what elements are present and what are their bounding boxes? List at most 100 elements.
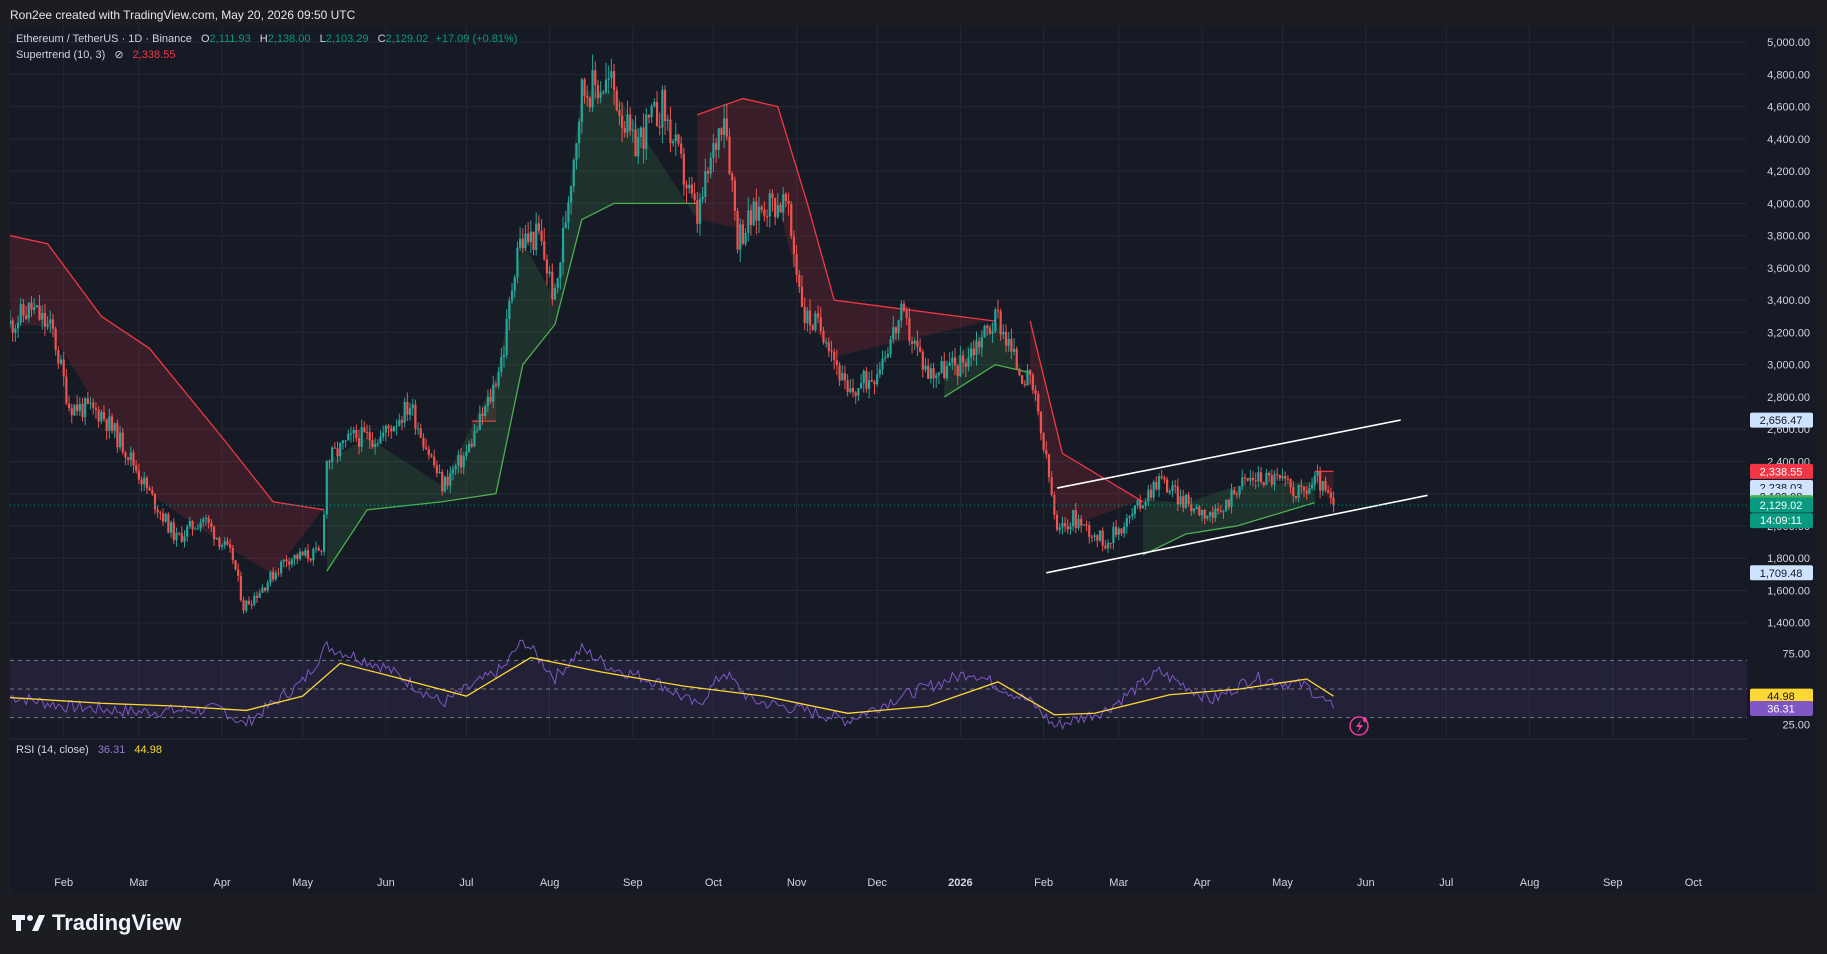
candle-body [465, 451, 468, 457]
candle-body [403, 401, 406, 423]
price-tag-bg [1750, 412, 1813, 428]
candle-body [1241, 477, 1244, 487]
candle-body [1045, 450, 1048, 455]
candle-body [1174, 485, 1177, 487]
candle-body [473, 430, 476, 447]
candle-body [360, 427, 363, 447]
candle-body [178, 532, 181, 534]
price-tag-label: 1,709.48 [1760, 568, 1803, 580]
candle-body [556, 278, 559, 289]
chart-frame[interactable]: 5,000.00 4,800.00 4,600.00 4,400.00 4,200.00… [8, 26, 1817, 894]
candle-body [961, 355, 965, 363]
candle-body [878, 369, 881, 375]
time-axis[interactable]: Feb Mar Apr May Jun Jul Aug Sep Oct Nov Dec 2026 Feb… [54, 877, 1702, 889]
candle-body [1031, 374, 1034, 390]
price-tick-label: 4,800.00 [1767, 69, 1810, 81]
candle-body [414, 404, 417, 429]
candle-body [161, 513, 165, 522]
candle-body [430, 455, 433, 457]
candle-body [1004, 332, 1008, 346]
time-tick-label: Jun [1357, 877, 1375, 889]
candle-body [274, 572, 277, 580]
candle-body [387, 425, 390, 429]
price-tick-label: 4,600.00 [1767, 102, 1810, 114]
rsi-band [10, 660, 1747, 718]
supertrend-legend[interactable]: Supertrend (10, 3) ⊘ 2,338.55 [16, 49, 175, 61]
candle-body [462, 456, 465, 468]
candle-body [1187, 494, 1190, 505]
candle-body [497, 372, 500, 386]
time-tick-label: Oct [1685, 877, 1702, 889]
candle-body [822, 330, 825, 343]
candle-body [1203, 510, 1206, 519]
time-tick-label: Apr [214, 877, 231, 889]
candle-body [110, 416, 114, 431]
candle-body [876, 374, 879, 385]
candle-body [725, 118, 728, 137]
candle-body [709, 157, 712, 174]
candle-body [194, 528, 197, 530]
candle-body [763, 209, 766, 217]
rsi-tick-label: 25.00 [1782, 720, 1810, 732]
candle-body [696, 200, 699, 224]
candle-body [991, 331, 994, 334]
price-tick-label: 1,400.00 [1767, 618, 1810, 630]
candle-body [470, 443, 473, 447]
candle-body [940, 361, 943, 373]
candle-body [151, 490, 154, 494]
credit-bar: Ron2ee created with TradingView.com, May… [0, 0, 1827, 26]
candle-body [349, 433, 353, 435]
candle-body [427, 449, 430, 456]
candle-body [854, 392, 857, 396]
price-tick-label: 3,800.00 [1767, 231, 1810, 243]
candle-body [811, 325, 814, 330]
candle-body [575, 143, 578, 160]
legend-symbol[interactable]: Ethereum / TetherUS · 1D · Binance [16, 33, 192, 45]
candle-body [312, 548, 315, 561]
candle-body [293, 554, 296, 560]
candle-body [167, 513, 170, 533]
candle-body [642, 127, 645, 149]
rsi-legend[interactable]: RSI (14, close) 36.31 44.98 [16, 744, 162, 756]
candle-body [121, 432, 124, 453]
candle-body [553, 288, 557, 300]
candle-body [1243, 477, 1247, 479]
alert-lightning-icon[interactable] [1349, 716, 1369, 736]
candle-body [674, 134, 677, 142]
candle-body [602, 92, 605, 94]
candle-body [1273, 474, 1276, 485]
candle-body [451, 469, 455, 474]
supertrend-down-fill [10, 235, 325, 575]
candle-body [1198, 506, 1201, 516]
candle-body [1029, 369, 1032, 375]
chart-svg[interactable]: 5,000.00 4,800.00 4,600.00 4,400.00 4,200.00… [8, 26, 1817, 894]
candle-body [591, 70, 594, 108]
tradingview-logo[interactable]: TradingView [12, 910, 181, 936]
candle-body [8, 320, 12, 325]
candle-body [433, 456, 436, 466]
candle-body [392, 426, 396, 432]
candle-body [841, 373, 844, 381]
tradingview-logo-icon [12, 915, 45, 931]
candle-body [223, 541, 226, 546]
price-axis[interactable]: 5,000.00 4,800.00 4,600.00 4,400.00 4,200.00… [1767, 37, 1810, 732]
candle-body [508, 300, 511, 319]
candle-body [819, 317, 822, 331]
candle-body [135, 465, 138, 471]
candle-body [795, 254, 798, 275]
candle-body [851, 388, 855, 393]
candle-body [1157, 476, 1161, 490]
supertrend-up-line [1142, 502, 1315, 556]
candle-body [1227, 499, 1230, 508]
candle-body [86, 398, 89, 404]
candle-body [637, 137, 640, 157]
candle-body [682, 153, 685, 185]
candle-body [14, 328, 17, 333]
candle-body [30, 302, 33, 310]
candle-body [1007, 338, 1010, 346]
candle-body [1230, 490, 1233, 508]
candle-body [1037, 393, 1040, 412]
candle-body [27, 302, 30, 319]
candle-body [902, 303, 906, 311]
